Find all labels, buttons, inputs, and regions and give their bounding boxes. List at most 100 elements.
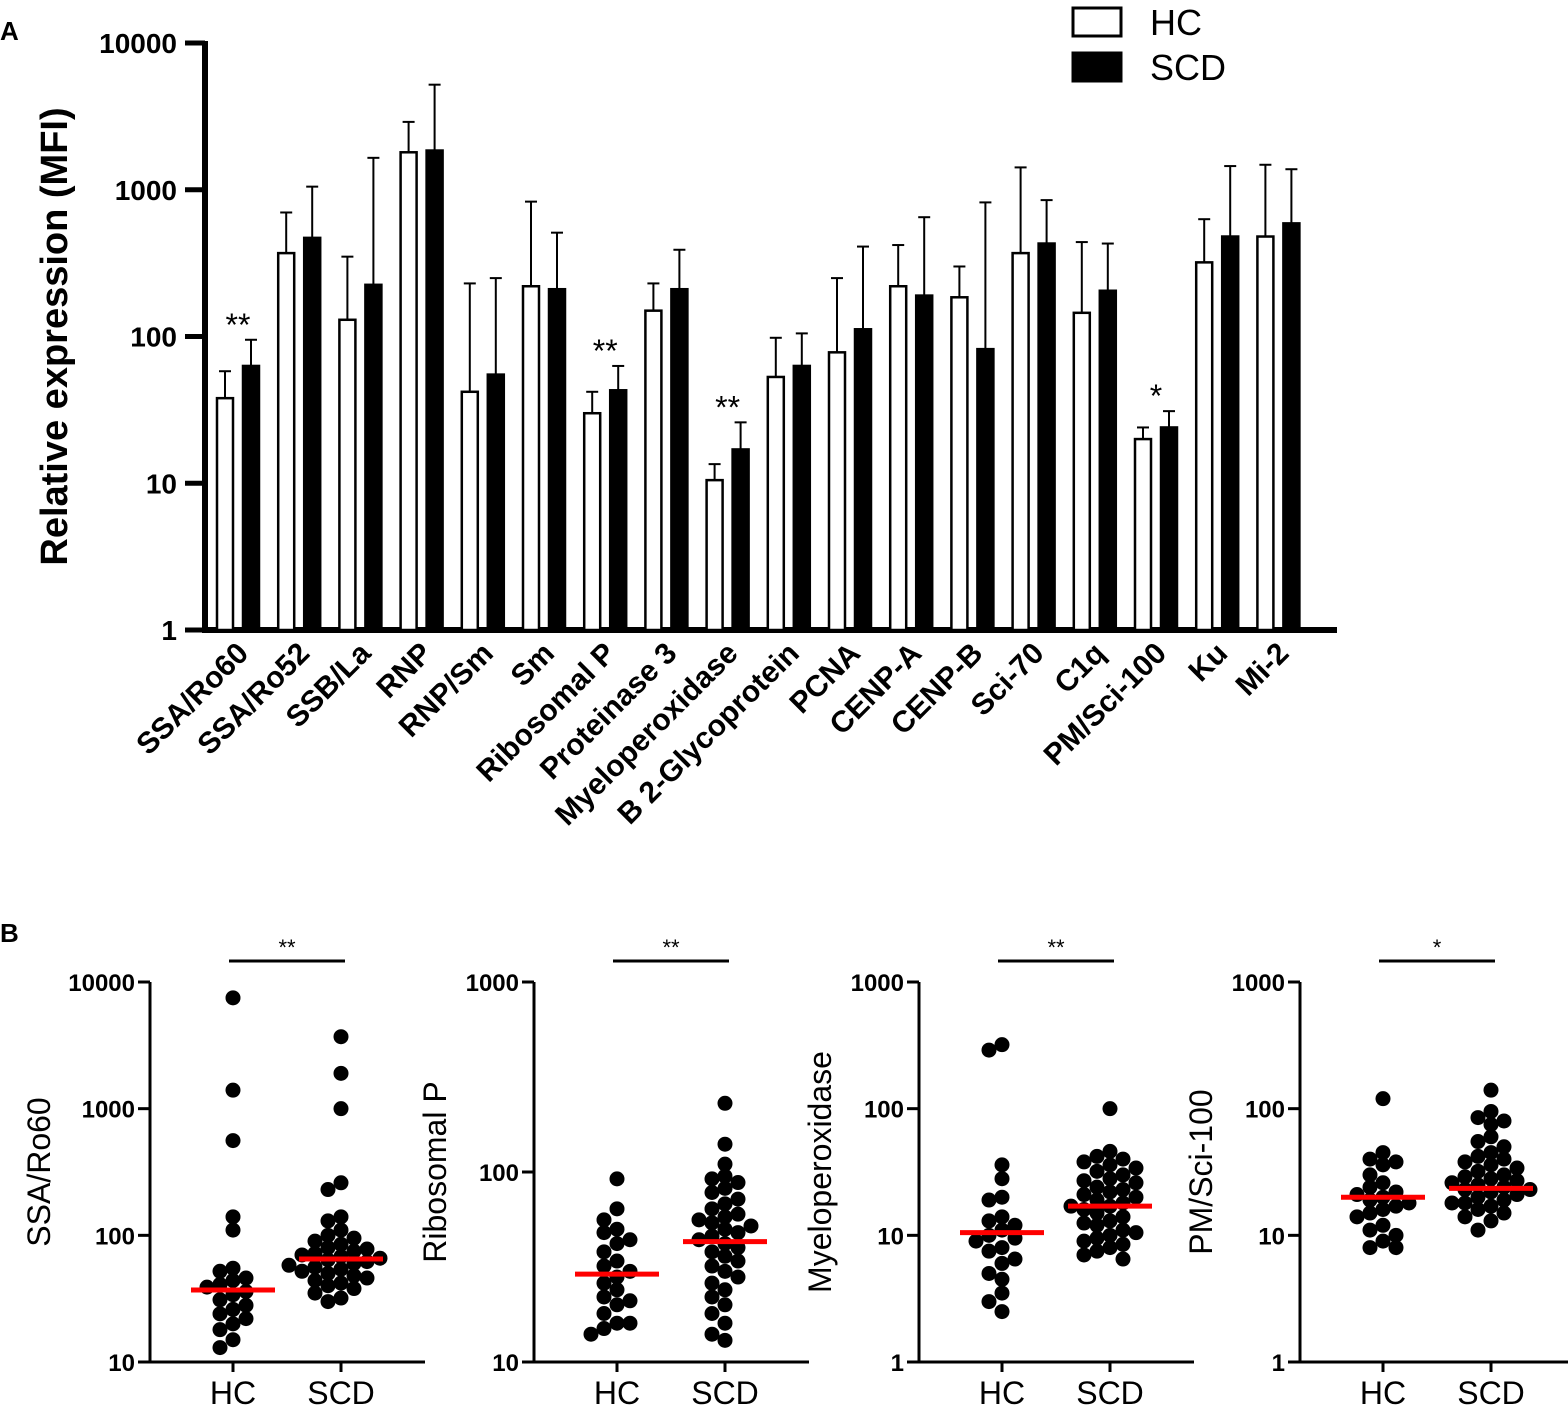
subplot-ssa-ro60: 10 100 1000 10000 SSA/Ro60 HC SCD ** <box>21 935 425 1411</box>
y-tick-label-ssa-ro60-10000: 10000 <box>68 970 135 997</box>
dot-pm-sci-100-scd-6 <box>1470 1134 1486 1150</box>
dot-myeloperoxidase-scd-9 <box>1102 1171 1118 1187</box>
dot-pm-sci-100-hc-15 <box>1362 1205 1378 1221</box>
dot-myeloperoxidase-scd-8 <box>1115 1167 1131 1183</box>
significance-b-myeloperoxidase: ** <box>1047 935 1065 960</box>
dot-ssa-ro60-scd-9 <box>346 1230 362 1246</box>
dot-myeloperoxidase-hc-14 <box>981 1243 997 1259</box>
significance-a-pm-sci-100: * <box>1150 378 1162 414</box>
significance-a-ssa-ro60: ** <box>226 307 251 343</box>
dot-myeloperoxidase-scd-29 <box>1102 1227 1118 1243</box>
y-tick-label-ribosomal-p-1000: 1000 <box>466 970 519 997</box>
bar-hc-rnp <box>399 151 418 632</box>
dot-ssa-ro60-hc-6 <box>212 1263 228 1279</box>
legend-label-scd: SCD <box>1150 47 1226 88</box>
legend-swatch-hc <box>1071 6 1123 38</box>
dot-ssa-ro60-scd-32 <box>346 1281 362 1297</box>
dot-pm-sci-100-hc-0 <box>1375 1091 1391 1107</box>
dot-myeloperoxidase-hc-20 <box>981 1294 997 1310</box>
bar-scd-sci-70 <box>1037 242 1056 632</box>
dot-pm-sci-100-hc-16 <box>1349 1209 1365 1225</box>
dot-pm-sci-100-scd-13 <box>1509 1160 1525 1176</box>
dot-ssa-ro60-scd-13 <box>359 1241 375 1257</box>
dot-ribosomal-p-scd-16 <box>717 1221 733 1237</box>
y-tick-label-myeloperoxidase-100: 100 <box>864 1097 904 1124</box>
dot-ssa-ro60-hc-18 <box>225 1316 241 1332</box>
dot-ribosomal-p-scd-10 <box>704 1201 720 1217</box>
dot-ssa-ro60-scd-6 <box>320 1213 336 1229</box>
dot-myeloperoxidase-scd-15 <box>1076 1187 1092 1203</box>
dot-pm-sci-100-hc-6 <box>1375 1175 1391 1191</box>
y-tick-label-ssa-ro60-10: 10 <box>108 1350 135 1377</box>
dot-myeloperoxidase-scd-12 <box>1089 1179 1105 1195</box>
dot-ssa-ro60-hc-17 <box>238 1311 254 1327</box>
bar-hc-ssa-ro60 <box>215 396 235 632</box>
dot-myeloperoxidase-scd-0 <box>1102 1101 1118 1117</box>
dot-ribosomal-p-scd-11 <box>730 1206 746 1222</box>
dot-pm-sci-100-scd-16 <box>1457 1169 1473 1185</box>
dot-ribosomal-p-scd-8 <box>730 1191 746 1207</box>
x-tick-label-ssa-ro60-hc: HC <box>210 1375 256 1411</box>
bar-scd-rnp-sm <box>486 373 506 632</box>
dot-myeloperoxidase-scd-4 <box>1076 1154 1092 1170</box>
dot-pm-sci-100-scd-31 <box>1470 1201 1486 1217</box>
y-tick-label-pm-sci-100-10: 10 <box>1258 1223 1285 1250</box>
bar-hc-ku <box>1194 261 1214 632</box>
bar-scd-sm <box>547 287 567 632</box>
bar-scd-rnp <box>425 149 444 632</box>
dot-ribosomal-p-scd-25 <box>704 1258 720 1274</box>
panel-label-b: B <box>0 918 19 948</box>
dot-myeloperoxidase-hc-15 <box>1007 1251 1023 1267</box>
dot-pm-sci-100-hc-21 <box>1362 1240 1378 1256</box>
dot-ssa-ro60-scd-35 <box>320 1294 336 1310</box>
dot-ribosomal-p-hc-6 <box>609 1236 625 1252</box>
dot-pm-sci-100-scd-27 <box>1496 1192 1512 1208</box>
dot-myeloperoxidase-scd-31 <box>1076 1233 1092 1249</box>
dot-pm-sci-100-hc-19 <box>1388 1227 1404 1243</box>
subplot-pm-sci-100: 1 10 100 1000 PM/Sci-100 HC SCD * <box>1183 935 1568 1411</box>
dot-ribosomal-p-hc-20 <box>596 1321 612 1337</box>
dot-ribosomal-p-scd-27 <box>730 1269 746 1285</box>
dot-pm-sci-100-hc-17 <box>1375 1217 1391 1233</box>
dot-myeloperoxidase-hc-2 <box>994 1157 1010 1173</box>
x-tick-label-ribosomal-p-hc: HC <box>594 1375 640 1411</box>
dot-myeloperoxidase-scd-11 <box>1128 1175 1144 1191</box>
dot-ribosomal-p-hc-13 <box>609 1282 625 1298</box>
bar-hc-cenp-a <box>888 284 908 632</box>
dot-pm-sci-100-hc-13 <box>1388 1198 1404 1214</box>
dot-ssa-ro60-scd-2 <box>333 1101 349 1117</box>
bar-hc-cenp-b <box>950 296 969 632</box>
dot-ribosomal-p-hc-18 <box>609 1315 625 1331</box>
dot-ribosomal-p-scd-34 <box>704 1326 720 1342</box>
dot-pm-sci-100-scd-0 <box>1483 1082 1499 1098</box>
dot-ssa-ro60-scd-10 <box>307 1233 323 1249</box>
dot-ssa-ro60-hc-2 <box>225 1133 241 1149</box>
dot-ribosomal-p-hc-3 <box>609 1221 625 1237</box>
dot-myeloperoxidase-scd-10 <box>1076 1173 1092 1189</box>
bar-hc-ssb-la <box>338 318 357 632</box>
dot-ribosomal-p-scd-14 <box>704 1215 720 1231</box>
bar-hc-pm-sci-100 <box>1133 437 1153 632</box>
y-tick-label-ssa-ro60-1000: 1000 <box>82 1097 135 1124</box>
dot-ribosomal-p-scd-22 <box>704 1244 720 1260</box>
bar-scd-ssa-ro52 <box>302 236 322 632</box>
dot-pm-sci-100-scd-32 <box>1496 1205 1512 1221</box>
y-axis-title-a: Relative expression (MFI) <box>34 107 76 565</box>
dot-ribosomal-p-hc-1 <box>609 1201 625 1217</box>
dot-myeloperoxidase-hc-13 <box>994 1240 1010 1256</box>
dot-ribosomal-p-scd-2 <box>717 1156 733 1172</box>
y-tick-label-ribosomal-p-10: 10 <box>492 1350 519 1377</box>
bar-scd-cenp-a <box>914 294 934 632</box>
dot-pm-sci-100-scd-12 <box>1483 1157 1499 1173</box>
dot-myeloperoxidase-scd-13 <box>1115 1182 1131 1198</box>
significance-a-myeloperoxidase: ** <box>715 389 740 425</box>
dot-ssa-ro60-scd-22 <box>281 1257 297 1273</box>
dot-myeloperoxidase-hc-5 <box>981 1192 997 1208</box>
y-tick-label-pm-sci-100-1: 1 <box>1272 1350 1285 1377</box>
y-axis-title-ssa-ro60: SSA/Ro60 <box>21 1097 57 1246</box>
x-tick-label-pm-sci-100-hc: HC <box>1360 1375 1406 1411</box>
dot-ssa-ro60-hc-15 <box>225 1301 241 1317</box>
dot-myeloperoxidase-hc-18 <box>994 1271 1010 1287</box>
dot-ribosomal-p-hc-19 <box>622 1315 638 1331</box>
